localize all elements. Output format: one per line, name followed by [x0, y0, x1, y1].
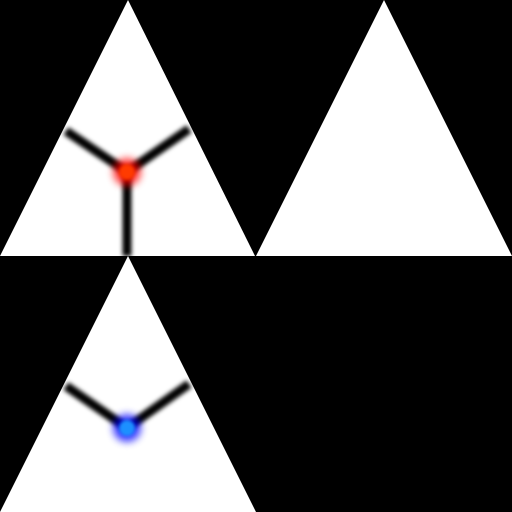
- red-node-icon: [119, 164, 135, 180]
- tile-top-right: [256, 0, 512, 256]
- tile-top-left: [0, 0, 255, 256]
- white-triangle: [0, 0, 255, 256]
- white-triangle: [0, 256, 256, 512]
- blue-node-icon: [119, 420, 135, 436]
- white-triangle: [256, 0, 512, 256]
- tile-bottom-left: [0, 256, 256, 512]
